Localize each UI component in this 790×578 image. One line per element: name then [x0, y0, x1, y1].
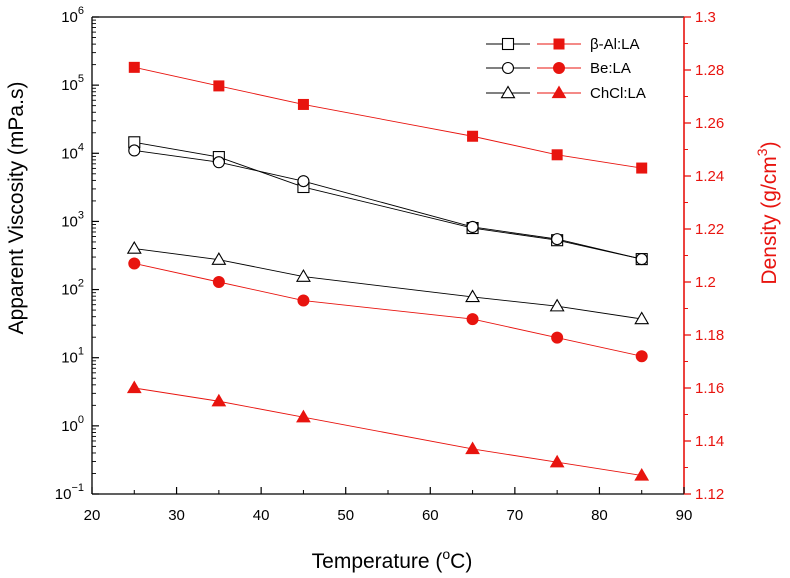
y-left-tick-label: 101	[61, 346, 84, 367]
data-point	[212, 276, 225, 288]
legend-marker-open	[501, 37, 515, 51]
series-square-right	[128, 61, 648, 174]
legend-label: β-Al:LA	[590, 36, 639, 53]
data-point	[467, 130, 479, 142]
series-line	[134, 248, 642, 320]
x-tick-label: 70	[507, 507, 524, 524]
data-point	[466, 313, 479, 326]
data-point	[466, 220, 479, 233]
y-right-tick-label: 1.14	[695, 433, 724, 450]
y-left-tick-label: 104	[61, 141, 84, 162]
data-point	[634, 311, 650, 325]
data-point	[128, 61, 140, 73]
data-point	[295, 269, 311, 282]
legend-item: β-Al:LA	[486, 36, 639, 53]
legend-item: Be:LA	[486, 60, 631, 77]
series-triangle-right	[126, 380, 650, 481]
series-line	[134, 66, 642, 169]
data-point	[126, 380, 142, 394]
data-point	[296, 409, 311, 423]
series-line	[134, 150, 642, 260]
data-point	[297, 175, 310, 188]
data-point	[551, 331, 564, 344]
y-right-tick-label: 1.28	[695, 62, 724, 79]
legend-marker-filled	[553, 62, 565, 74]
data-point	[465, 441, 480, 455]
data-point	[549, 298, 565, 312]
series-circle-right	[128, 257, 648, 363]
y-right-tick-label: 1.22	[695, 221, 724, 238]
data-point	[128, 144, 141, 157]
legend-marker-open	[501, 61, 515, 75]
x-tick-label: 30	[168, 507, 185, 524]
y-right-axis-ticks: 1.12 1.14 1.16 1.18 1.2 1.22 1.24 1.26 1.28 1.3	[684, 9, 724, 503]
y-right-tick-label: 1.18	[695, 327, 724, 344]
x-tick-label: 50	[337, 507, 354, 524]
legend-item: ChCl:LA	[486, 85, 646, 102]
series-line	[134, 263, 642, 357]
legend-label: ChCl:LA	[590, 85, 646, 102]
data-point	[213, 80, 225, 92]
data-point	[635, 350, 648, 363]
data-point	[211, 252, 227, 265]
y-right-tick-label: 1.26	[695, 115, 724, 132]
data-point	[297, 294, 310, 307]
series-square-left	[128, 136, 648, 266]
y-left-tick-label: 105	[61, 73, 84, 94]
data-point	[128, 257, 141, 270]
series-line	[134, 141, 642, 260]
y-left-axis-ticks: 10−1 100 101 102 103 104 105 106	[55, 5, 99, 503]
legend-label: Be:LA	[590, 60, 631, 77]
data-point	[126, 240, 142, 254]
series-triangle-left	[126, 240, 650, 325]
y-right-axis-title: Density (g/cm3)	[754, 141, 781, 284]
x-tick-label: 90	[676, 507, 693, 524]
data-point	[549, 454, 565, 468]
legend-marker-filled	[551, 85, 567, 99]
x-tick-label: 80	[591, 507, 608, 524]
y-right-tick-label: 1.24	[695, 168, 724, 185]
y-left-tick-label: 103	[61, 209, 84, 230]
data-point	[634, 467, 650, 481]
legend-marker-open	[500, 85, 516, 99]
y-left-tick-label: 106	[61, 5, 84, 26]
series-line	[134, 387, 642, 476]
x-tick-label: 60	[422, 507, 439, 524]
y-left-tick-label: 100	[61, 414, 84, 435]
data-point	[465, 289, 481, 303]
legend-marker-filled	[553, 38, 565, 50]
data-point	[636, 162, 648, 174]
y-left-tick-label: 102	[61, 278, 84, 299]
data-point	[551, 149, 563, 161]
x-tick-label: 20	[84, 507, 101, 524]
y-right-tick-label: 1.2	[695, 274, 716, 291]
data-point	[635, 253, 648, 266]
y-right-tick-label: 1.12	[695, 486, 724, 503]
legend: β-Al:LA Be:LA ChCl:LA	[486, 36, 646, 102]
y-right-tick-label: 1.16	[695, 380, 724, 397]
x-axis-ticks: 20 30 40 50 60 70 80 90	[84, 487, 693, 524]
data-point	[212, 156, 225, 169]
x-tick-label: 40	[253, 507, 270, 524]
series-layer	[126, 61, 650, 481]
y-left-axis-title: Apparent Viscosity (mPa.s)	[5, 82, 28, 335]
y-right-tick-label: 1.3	[695, 9, 716, 26]
x-axis-title: Temperature (oC)	[312, 546, 473, 573]
data-point	[297, 98, 309, 110]
series-circle-left	[128, 144, 648, 266]
data-point	[211, 393, 227, 407]
data-point	[551, 233, 564, 246]
y-left-tick-label: 10−1	[55, 482, 84, 503]
